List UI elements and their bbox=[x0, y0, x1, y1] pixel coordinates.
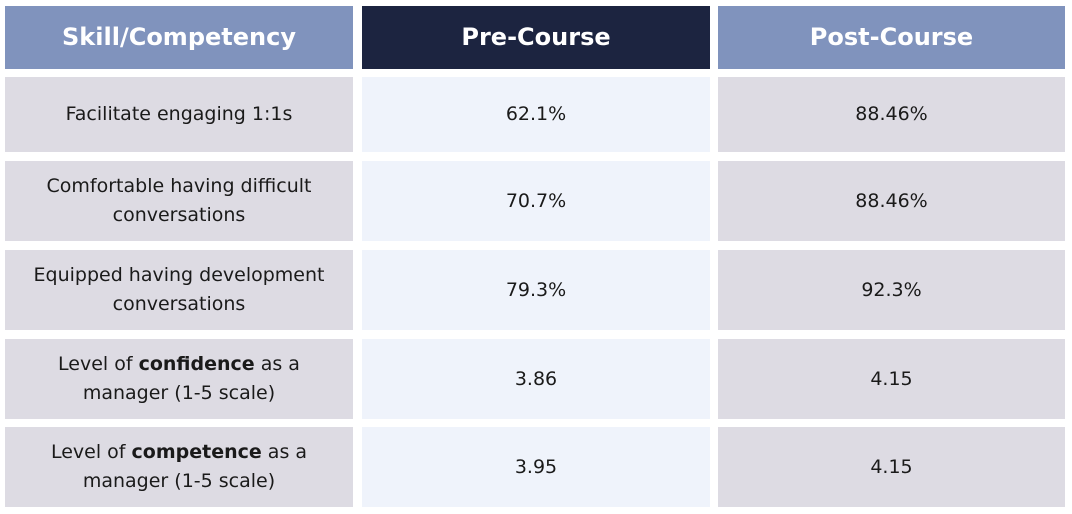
row-3-pre-value: 79.3% bbox=[505, 278, 567, 301]
row-5-skill-line2: manager (1-5 scale) bbox=[82, 470, 276, 492]
row-4-post: 4.15 bbox=[718, 339, 1065, 419]
row-3-pre: 79.3% bbox=[362, 250, 710, 330]
row-5-post-value: 4.15 bbox=[870, 455, 913, 478]
row-4-skill-bold: confidence bbox=[138, 353, 255, 375]
row-2-skill-line1: Comfortable having difficult bbox=[46, 175, 312, 197]
row-5-post: 4.15 bbox=[718, 427, 1065, 507]
header-post-course: Post-Course bbox=[718, 6, 1065, 69]
header-pre-course: Pre-Course bbox=[362, 6, 710, 69]
row-5-pre: 3.95 bbox=[362, 427, 710, 507]
row-4-skill: Level of confidence as a manager (1-5 sc… bbox=[5, 339, 353, 419]
row-5-skill: Level of competence as a manager (1-5 sc… bbox=[5, 427, 353, 507]
row-3-post: 92.3% bbox=[718, 250, 1065, 330]
header-pre-label: Pre-Course bbox=[461, 23, 611, 51]
row-2-skill: Comfortable having difficult conversatio… bbox=[5, 161, 353, 241]
row-2-pre-value: 70.7% bbox=[505, 189, 567, 212]
row-4-post-value: 4.15 bbox=[870, 367, 913, 390]
row-3-skill-line1: Equipped having development bbox=[33, 264, 325, 286]
row-5-skill-prefix: Level of bbox=[50, 441, 132, 463]
header-skill-competency: Skill/Competency bbox=[5, 6, 353, 69]
row-5-pre-value: 3.95 bbox=[514, 455, 558, 478]
row-1-post: 88.46% bbox=[718, 77, 1065, 152]
header-post-label: Post-Course bbox=[809, 23, 974, 51]
row-2-post: 88.46% bbox=[718, 161, 1065, 241]
row-1-skill-text: Facilitate engaging 1:1s bbox=[65, 103, 293, 125]
header-skill-label: Skill/Competency bbox=[62, 23, 296, 51]
row-1-post-value: 88.46% bbox=[855, 103, 928, 125]
row-3-post-value: 92.3% bbox=[861, 278, 922, 301]
row-2-pre: 70.7% bbox=[362, 161, 710, 241]
row-5-skill-bold: competence bbox=[131, 441, 262, 463]
row-3-skill: Equipped having development conversation… bbox=[5, 250, 353, 330]
row-4-skill-suffix: as a bbox=[254, 353, 300, 375]
row-5-skill-suffix: as a bbox=[261, 441, 308, 463]
row-3-skill-line2: conversations bbox=[112, 293, 246, 315]
row-4-skill-line2: manager (1-5 scale) bbox=[82, 382, 276, 404]
row-1-pre: 62.1% bbox=[362, 77, 710, 152]
row-2-skill-line2: conversations bbox=[112, 204, 246, 226]
row-2-post-value: 88.46% bbox=[855, 189, 928, 212]
row-1-skill: Facilitate engaging 1:1s bbox=[5, 77, 353, 152]
row-4-pre: 3.86 bbox=[362, 339, 710, 419]
row-1-pre-value: 62.1% bbox=[505, 103, 567, 125]
row-4-pre-value: 3.86 bbox=[514, 367, 558, 390]
row-4-skill-prefix: Level of bbox=[58, 353, 139, 375]
